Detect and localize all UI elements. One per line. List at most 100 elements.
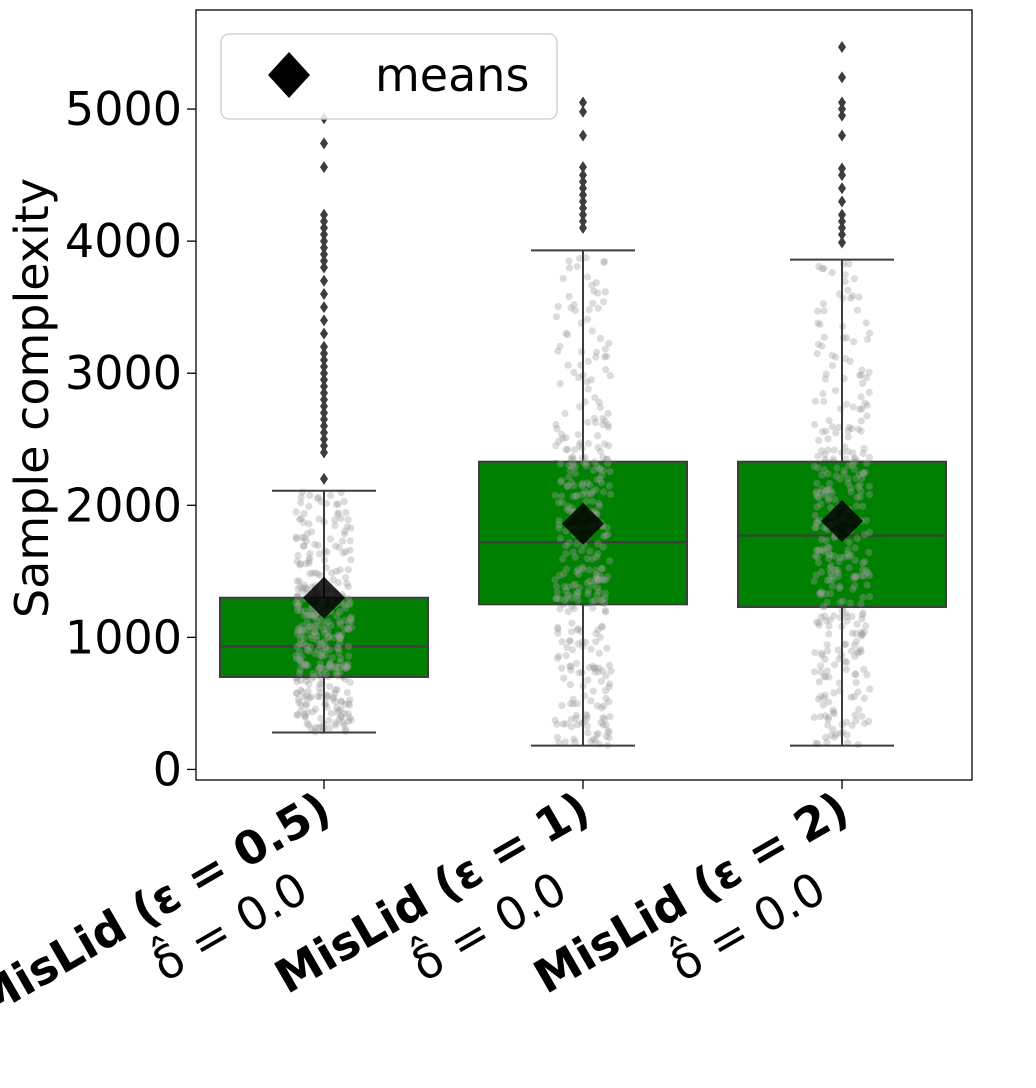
sample-point [555, 517, 563, 525]
sample-point [862, 622, 870, 630]
sample-point [843, 731, 851, 739]
sample-point [593, 591, 601, 599]
sample-point [573, 626, 581, 634]
sample-point [293, 678, 301, 686]
sample-point [810, 713, 818, 722]
outlier-marker [320, 301, 328, 314]
sample-point [555, 524, 563, 532]
outlier-marker [320, 261, 328, 274]
sample-point [555, 521, 563, 529]
sample-point [562, 542, 570, 550]
sample-point [845, 462, 853, 470]
sample-point [857, 371, 865, 379]
sample-point [584, 590, 592, 598]
sample-point [861, 469, 870, 477]
sample-point [836, 598, 844, 606]
sample-point [571, 553, 580, 561]
sample-point [600, 715, 609, 723]
sample-point [825, 673, 833, 681]
sample-point [584, 676, 592, 684]
sample-point [812, 519, 821, 527]
sample-point [306, 491, 314, 500]
sample-point [822, 488, 830, 496]
sample-point [309, 708, 317, 716]
sample-point [857, 645, 865, 653]
sample-point [324, 634, 332, 642]
sample-point [344, 663, 352, 671]
sample-point [842, 666, 850, 674]
outlier-marker [838, 195, 846, 208]
sample-point [592, 279, 600, 287]
sample-point [294, 551, 302, 560]
sample-point [344, 594, 352, 603]
sample-point [341, 661, 349, 669]
sample-point [318, 648, 326, 657]
outlier-marker [579, 129, 587, 142]
sample-point [574, 589, 582, 597]
sample-point [312, 569, 320, 577]
sample-point [859, 379, 867, 387]
sample-point [821, 450, 829, 459]
sample-point [316, 641, 324, 649]
sample-point [812, 490, 820, 498]
sample-point [853, 306, 862, 314]
sample-point [296, 561, 304, 569]
sample-point [606, 557, 614, 565]
sample-point [321, 644, 330, 652]
sample-point [857, 632, 865, 640]
sample-point [578, 480, 587, 488]
sample-point [556, 571, 564, 580]
sample-point [597, 447, 605, 456]
sample-point [318, 669, 326, 677]
sample-point [303, 611, 311, 619]
sample-point [568, 462, 577, 470]
sample-point [561, 738, 569, 746]
sample-point [333, 686, 341, 694]
sample-point [824, 715, 832, 724]
sample-point [344, 710, 352, 718]
sample-point [822, 617, 830, 625]
sample-point [604, 459, 612, 468]
sample-point [596, 572, 604, 580]
sample-point [554, 347, 562, 355]
sample-point [857, 417, 865, 425]
sample-point [570, 368, 578, 377]
sample-point [848, 612, 856, 621]
outlier-marker [838, 236, 846, 249]
sample-point [810, 577, 818, 585]
sample-point [607, 667, 615, 675]
sample-point [826, 486, 835, 494]
sample-point [341, 574, 349, 582]
sample-point [302, 585, 310, 593]
sample-point [565, 539, 573, 547]
sample-point [569, 695, 577, 703]
sample-point [323, 703, 331, 711]
outlier-marker [838, 228, 846, 241]
sample-point [332, 500, 340, 509]
sample-point [317, 714, 325, 722]
sample-point [823, 667, 831, 675]
sample-point [594, 668, 602, 676]
sample-point [334, 579, 342, 587]
outlier-marker [838, 215, 846, 228]
sample-point [853, 534, 862, 543]
sample-point [599, 466, 608, 475]
sample-point [593, 476, 601, 484]
sample-point [833, 464, 841, 472]
outlier-marker [320, 433, 328, 446]
sample-point [836, 582, 844, 591]
outlier-marker [579, 161, 587, 174]
outlier-marker [838, 103, 846, 116]
sample-point [567, 666, 575, 674]
sample-point [345, 619, 353, 627]
sample-point [303, 692, 311, 700]
outlier-marker [579, 195, 587, 208]
sample-point [321, 621, 330, 629]
sample-point [597, 677, 606, 685]
sample-point [341, 664, 349, 673]
sample-point [596, 465, 604, 473]
sample-point [844, 475, 852, 483]
sample-point [594, 550, 602, 558]
sample-point [593, 575, 601, 583]
sample-point [339, 549, 347, 557]
